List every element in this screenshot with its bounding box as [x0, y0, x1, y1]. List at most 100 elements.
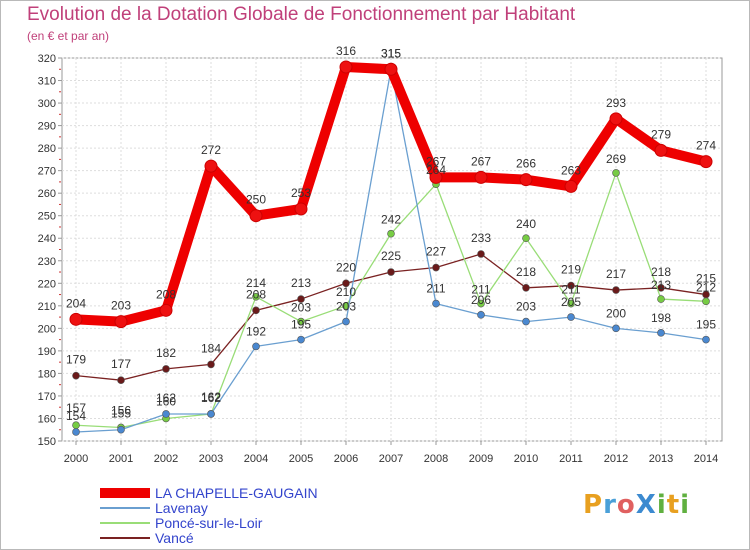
y-tick-label: 290: [38, 121, 56, 133]
chart-title: Evolution de la Dotation Globale de Fonc…: [27, 4, 576, 25]
data-point: [159, 303, 173, 317]
data-label: 203: [336, 300, 356, 314]
y-tick-label: 260: [38, 188, 56, 200]
logo-letter: P: [583, 490, 604, 520]
data-point: [567, 313, 575, 321]
x-tick-label: 2003: [199, 453, 223, 465]
y-tick-label: 250: [38, 211, 56, 223]
x-tick-label: 2011: [559, 453, 583, 465]
data-point: [699, 155, 713, 169]
data-label: 315: [381, 46, 401, 60]
data-label: 240: [516, 217, 536, 231]
data-point: [384, 62, 398, 76]
data-point: [297, 335, 305, 344]
data-label: 225: [381, 249, 401, 263]
x-tick-label: 2005: [289, 453, 313, 465]
data-label: 211: [561, 283, 580, 297]
x-tick-label: 2008: [424, 453, 448, 465]
legend-item: LA CHAPELLE-GAUGAIN: [100, 486, 318, 500]
data-label: 215: [696, 272, 716, 286]
data-point: [162, 410, 170, 418]
data-point: [387, 268, 395, 276]
data-label: 204: [66, 296, 86, 310]
logo-letter: t: [666, 490, 681, 520]
data-label: 242: [381, 213, 401, 227]
data-point: [432, 299, 440, 308]
y-tick-label: 240: [38, 233, 56, 245]
data-point: [162, 365, 170, 373]
data-label: 213: [651, 278, 671, 292]
data-point: [612, 169, 620, 177]
data-point: [252, 293, 260, 301]
data-point: [72, 371, 80, 380]
y-tick-label: 270: [38, 166, 56, 178]
data-point: [72, 428, 80, 436]
data-point: [654, 143, 668, 157]
x-tick-label: 2000: [64, 453, 88, 465]
data-label: 208: [246, 287, 266, 301]
legend-label: Vancé: [155, 530, 194, 546]
data-point: [522, 234, 530, 243]
legend-item: Lavenay: [100, 501, 208, 515]
x-tick-label: 2001: [109, 453, 133, 465]
y-tick-label: 320: [38, 53, 56, 65]
data-label: 156: [111, 403, 131, 417]
x-tick-label: 2007: [379, 453, 403, 465]
legend-item: Poncé-sur-le-Loir: [100, 516, 262, 530]
y-tick-label: 220: [38, 278, 56, 290]
data-point: [477, 299, 485, 308]
data-label: 206: [471, 293, 491, 307]
x-tick-label: 2004: [244, 453, 268, 465]
data-point: [474, 170, 488, 184]
data-label: 266: [516, 157, 536, 171]
logo-letter: i: [656, 490, 667, 520]
data-point: [339, 60, 353, 74]
data-point: [702, 335, 710, 344]
data-label: 179: [66, 353, 86, 367]
data-point: [342, 279, 350, 288]
y-tick-label: 190: [38, 346, 56, 358]
data-label: 267: [426, 154, 446, 168]
x-tick-label: 2010: [514, 453, 538, 465]
data-label: 203: [111, 299, 131, 313]
y-tick-label: 280: [38, 143, 56, 155]
data-point: [432, 263, 440, 272]
data-label: 182: [156, 346, 176, 360]
legend-swatch: [100, 537, 150, 539]
data-label: 162: [156, 391, 176, 405]
data-label: 162: [201, 390, 221, 404]
x-tick-label: 2014: [694, 453, 718, 465]
data-point: [387, 229, 395, 238]
data-label: 316: [336, 44, 356, 58]
legend-item: Vancé: [100, 531, 194, 545]
data-label: 154: [66, 409, 86, 423]
data-label: 253: [291, 186, 311, 200]
chart-subtitle: (en € et par an): [27, 29, 110, 43]
data-point: [567, 281, 575, 290]
data-label: 200: [606, 306, 626, 320]
x-tick-label: 2002: [154, 453, 178, 465]
data-point: [252, 306, 260, 315]
data-point: [117, 376, 125, 384]
data-label: 155: [111, 407, 131, 421]
data-point: [609, 112, 623, 126]
proxiti-logo: ProXiti: [583, 490, 690, 520]
data-label: 263: [561, 163, 581, 177]
data-label: 269: [606, 152, 626, 166]
legend-label: Lavenay: [155, 500, 208, 516]
data-point: [117, 425, 125, 434]
data-label: 203: [516, 300, 536, 314]
data-point: [522, 317, 530, 326]
data-point: [297, 317, 305, 326]
data-point: [204, 159, 218, 173]
logo-letter: r: [603, 490, 617, 520]
y-tick-label: 180: [38, 368, 56, 380]
data-label: 279: [651, 127, 671, 141]
data-label: 214: [246, 276, 266, 290]
legend-label: Poncé-sur-le-Loir: [155, 515, 263, 531]
y-tick-label: 200: [38, 323, 56, 335]
data-label: 211: [471, 283, 490, 297]
data-label: 217: [606, 267, 626, 281]
data-label: 211: [426, 282, 445, 296]
data-point: [69, 312, 83, 326]
